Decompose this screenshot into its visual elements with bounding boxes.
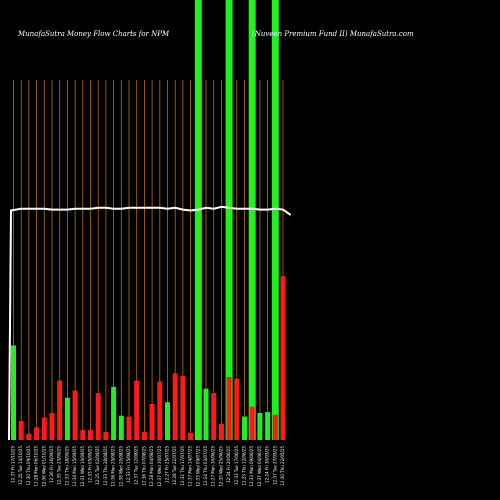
x-tick-label: 12:37 Wed 30/07/25 — [157, 446, 162, 487]
bar — [172, 373, 178, 440]
x-tick-label: 12:33 Mon 09/06/25 — [249, 446, 254, 487]
bar — [41, 417, 47, 440]
x-tick-label: 12:28 Mon 06/10/25 — [34, 446, 39, 487]
x-tick-label: 12:33 Thu 18/09/25 — [64, 446, 69, 486]
x-tick-label: 12:36 Wed 01/10/25 — [41, 446, 46, 487]
bar — [95, 393, 101, 440]
bar — [11, 345, 16, 440]
bar — [80, 430, 86, 440]
x-tick-label: 12:30 Wed 25/06/25 — [218, 446, 223, 487]
x-tick-label: 12:25 Tue 02/09/25 — [95, 446, 100, 485]
bar — [211, 393, 217, 440]
x-tick-label: 12:37 Tue 27/05/25 — [272, 446, 277, 485]
x-tick-label: 12:33 Fri 05/09/25 — [88, 446, 93, 483]
x-tick-label: 12:30 Thu 09/10/25 — [26, 446, 31, 486]
bar — [218, 423, 224, 440]
bar — [126, 416, 132, 440]
bar — [64, 397, 70, 440]
x-tick-label: 12:25 Thu 12/06/25 — [242, 446, 247, 486]
x-tick-label: 12:33 Thu 28/08/25 — [103, 446, 108, 486]
bar — [257, 413, 263, 440]
chart-title-right: (Nuveen Premium Fund II) MunafaSutra.com — [252, 30, 414, 38]
highlight-bands — [194, 0, 279, 440]
bar — [180, 376, 186, 440]
bar — [18, 421, 24, 440]
x-tick-labels: 12:37 Fri 17/10/25 12:25 Tue 14/10/25 12:3… — [11, 446, 286, 487]
bar-series — [11, 276, 286, 440]
bar — [118, 415, 124, 440]
bar — [141, 431, 147, 440]
x-tick-label: 12:31 Wed 10/09/25 — [80, 446, 85, 487]
highlight-band — [271, 0, 279, 440]
bar — [272, 414, 278, 440]
x-tick-label: 12:28 Mon 04/08/25 — [149, 446, 154, 487]
x-tick-label: 12:28 Tue 22/07/25 — [172, 446, 177, 485]
bar — [111, 386, 117, 440]
x-tick-label: 12:33 Fri 15/08/25 — [126, 446, 131, 483]
bar — [149, 404, 155, 440]
bar — [203, 388, 209, 440]
x-tick-label: 12:32 Thu 17/07/25 — [180, 446, 185, 486]
bar — [57, 380, 63, 440]
x-tick-label: 12:37 Fri 17/10/25 — [11, 446, 16, 483]
highlight-band — [248, 0, 256, 440]
bar — [249, 406, 255, 440]
bar — [88, 430, 93, 440]
x-tick-label: 12:34 Fri 20/06/25 — [226, 446, 231, 483]
x-tick-label: 12:36 Thu 07/08/25 — [141, 446, 146, 486]
x-tick-label: 12:38 Wed 20/08/25 — [118, 446, 123, 487]
bar — [134, 380, 140, 440]
highlight-band — [194, 0, 202, 440]
bar — [226, 377, 232, 440]
x-tick-label: 12:37 Mon 14/07/25 — [188, 446, 193, 487]
x-tick-label: 12:37 Wed 04/06/25 — [257, 446, 262, 487]
x-tick-label: 12:25 Tue 14/10/25 — [18, 446, 23, 485]
bar — [72, 390, 78, 440]
bar — [188, 432, 194, 440]
line-path — [8, 205, 292, 441]
x-tick-label: 12:24 Fri 30/05/25 — [265, 446, 270, 483]
x-tick-label: 12:36 Mon 25/08/25 — [111, 446, 116, 487]
bar — [242, 416, 247, 440]
money-flow-line — [8, 205, 292, 441]
x-tick-label: 12:35 Tue 23/09/25 — [57, 446, 62, 485]
bar — [165, 402, 170, 440]
x-tick-label: 12:24 Thu 03/07/25 — [203, 446, 208, 486]
x-tick-label: 12:34 Mon 15/09/25 — [72, 446, 77, 487]
x-tick-label: 12:33 Wed 09/07/25 — [195, 446, 200, 487]
bar — [265, 412, 271, 440]
bar — [195, 424, 201, 440]
x-tick-label: 12:27 Fri 25/07/25 — [165, 446, 170, 483]
x-tick-label: 12:27 Mon 30/06/25 — [211, 446, 216, 487]
chart-title-left: MunafaSutra Money Flow Charts for NPM — [17, 30, 170, 38]
bar — [34, 427, 40, 440]
bar — [26, 433, 32, 440]
x-tick-label: 12:30 Thu 22/05/25 — [280, 446, 285, 486]
bar — [280, 276, 286, 440]
bar — [103, 431, 109, 440]
x-tick-label: 12:37 Tue 12/08/25 — [134, 446, 139, 485]
x-tick-label: 12:26 Fri 26/09/25 — [49, 446, 54, 483]
highlight-band — [225, 0, 233, 440]
bar — [157, 381, 163, 440]
bar — [234, 378, 240, 440]
x-tick-label: 12:33 Tue 17/06/25 — [234, 446, 239, 485]
bar — [49, 413, 55, 440]
